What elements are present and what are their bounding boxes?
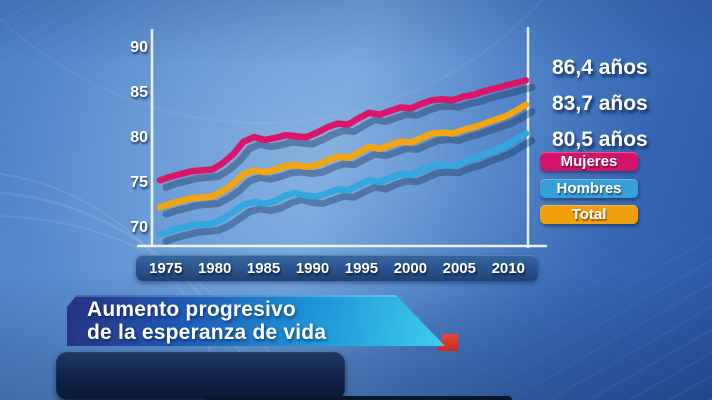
series-line-total: [156, 101, 530, 211]
series-line-mujeres: [156, 77, 530, 184]
y-tick-label: 75: [130, 174, 148, 191]
x-tick-label: 1975: [149, 259, 183, 277]
series-line-hombres: [156, 130, 530, 238]
value-label: 83,7 años: [552, 92, 648, 115]
x-tick-label: 2010: [491, 259, 525, 277]
x-tick-label: 1995: [344, 259, 379, 277]
lower-third-sub-bar: [206, 396, 512, 400]
headline-line-2: de la esperanza de vida: [87, 321, 327, 344]
red-corner-accent: [437, 334, 458, 351]
legend-chip-mujeres: Mujeres: [540, 152, 638, 171]
x-tick-label: 1985: [246, 259, 281, 277]
headline-line-1: Aumento progresivo: [87, 298, 296, 321]
y-tick-label: 80: [130, 129, 148, 146]
value-label: 80,5 años: [552, 128, 648, 151]
y-tick-label: 70: [130, 219, 148, 236]
series-shadow-total: [162, 108, 536, 218]
x-tick-label: 1980: [197, 259, 232, 277]
series-shadow-hombres: [162, 137, 536, 245]
x-tick-label: 1990: [295, 259, 330, 277]
y-tick-label: 85: [130, 84, 148, 101]
x-axis-year-bar: 1975 1980 1985 1990 1995 2000 2005 2010: [136, 255, 538, 281]
series-shadow-mujeres: [162, 83, 536, 191]
x-tick-label: 2000: [393, 259, 428, 277]
lower-third-panel: [56, 352, 345, 400]
legend-chip-total: Total: [540, 205, 638, 224]
legend-chip-hombres: Hombres: [540, 179, 638, 198]
x-tick-label: 2005: [442, 259, 476, 277]
headline-banner: Aumento progresivo de la esperanza de vi…: [67, 295, 445, 346]
value-label: 86,4 años: [552, 56, 648, 79]
y-tick-label: 90: [130, 39, 148, 56]
